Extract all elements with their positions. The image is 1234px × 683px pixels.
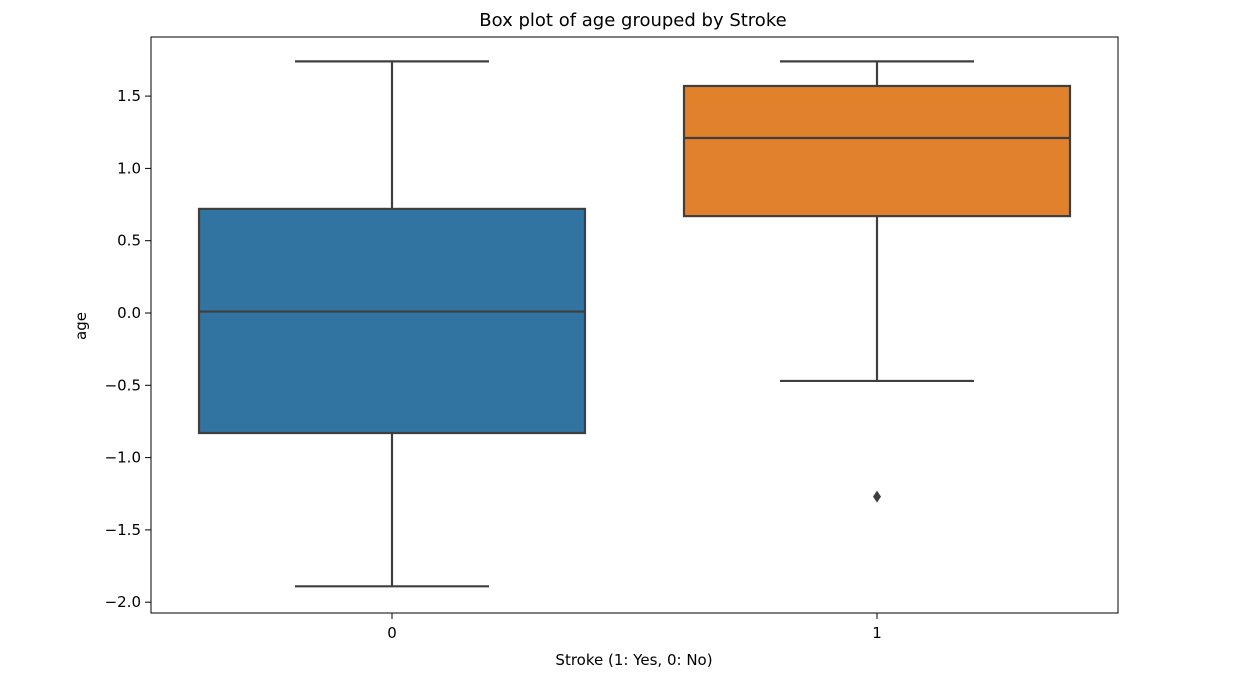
x-axis-label: Stroke (1: Yes, 0: No) (555, 651, 712, 669)
y-tick-label: 1.0 (117, 159, 141, 177)
y-axis: −2.0 −1.5 −1.0 −0.5 0.0 0.5 1.0 1.5 (105, 87, 151, 611)
y-tick-label: 1.5 (117, 87, 141, 105)
x-tick-label: 1 (872, 624, 882, 642)
chart-title: Box plot of age grouped by Stroke (479, 10, 786, 31)
box-group-1 (682, 60, 1072, 503)
y-tick-label: −2.0 (105, 593, 141, 611)
outlier-point (873, 490, 881, 503)
y-axis-label: age (72, 312, 90, 340)
box-iqr (682, 84, 1072, 218)
y-tick-label: −1.0 (105, 449, 141, 467)
box-group-0 (197, 60, 587, 588)
x-tick-label: 0 (387, 624, 397, 642)
y-tick-label: −0.5 (105, 376, 141, 394)
y-tick-label: −1.5 (105, 521, 141, 539)
box-iqr (197, 207, 587, 435)
plot-frame (150, 36, 1119, 614)
y-tick-label: 0.5 (117, 232, 141, 250)
y-tick-label: 0.0 (117, 304, 141, 322)
boxes-layer (197, 60, 1072, 588)
